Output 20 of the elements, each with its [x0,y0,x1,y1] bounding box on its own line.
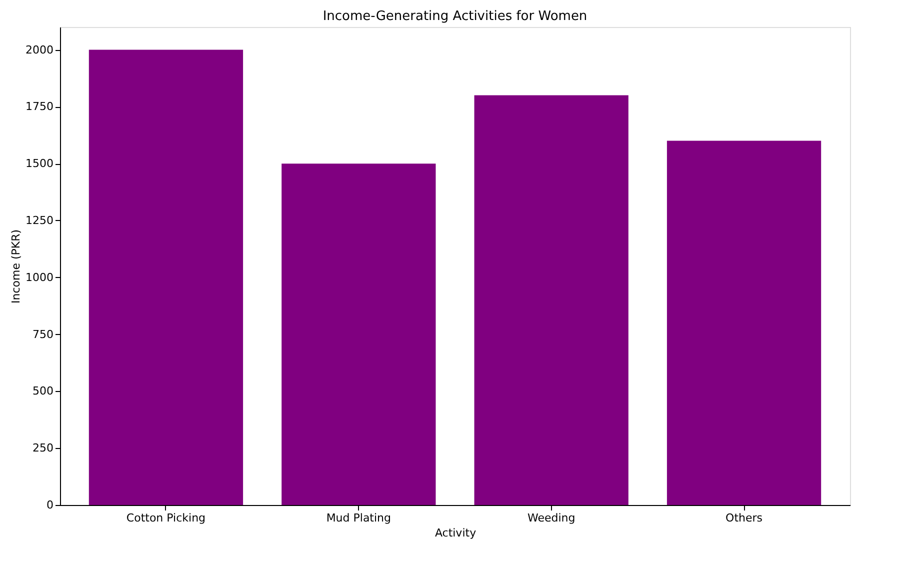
y-tick-label: 1250 [26,214,54,227]
y-axis-title: Income (PKR) [10,229,23,304]
bar [474,95,628,505]
y-tick-label: 1750 [26,100,54,114]
y-tick-label: 1500 [26,157,54,170]
bar [282,164,436,505]
bar [88,50,244,505]
x-tick-label: Weeding [527,512,576,524]
x-tick-label: Cotton Picking [126,512,206,524]
chart-title: Income-Generating Activities for Women [322,9,588,24]
bar [666,140,822,505]
y-tick-label: 1000 [26,270,54,284]
y-tick-label: 750 [32,328,54,341]
x-tick-label: Others [726,512,763,524]
y-tick-label: 500 [32,384,54,398]
y-tick-label: 0 [46,498,54,512]
y-tick-label: 2000 [26,43,54,56]
y-tick-label: 250 [32,442,54,455]
x-tick-label: Mud Plating [326,512,392,524]
x-axis-title: Activity [434,526,477,540]
